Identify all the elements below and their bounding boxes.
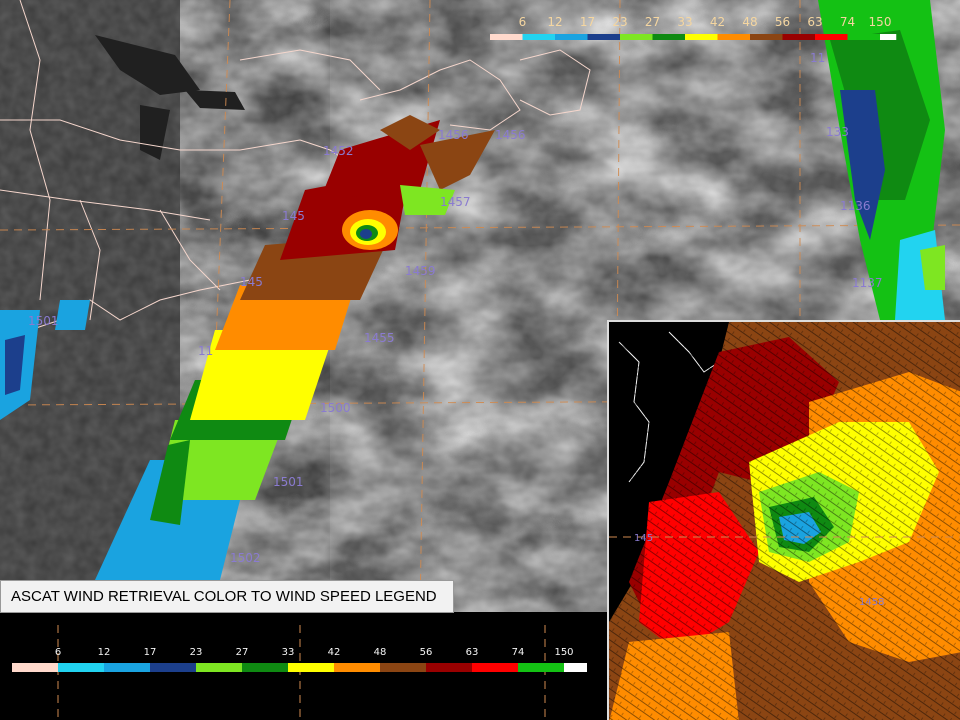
top-color-legend: 6 12 17 23 27 33 42 48 56 63 74 150 [490,15,897,40]
pressure-label: 1459 [405,264,436,278]
legend-title-box: ASCAT WIND RETRIEVAL COLOR TO WIND SPEED… [0,580,454,613]
pressure-label: 1501 [28,314,59,328]
legend-label: 23 [190,647,203,658]
pressure-label: 145 [240,275,263,289]
pressure-label: 145 [282,209,305,223]
legend-swatch [490,34,523,40]
legend-swatch [334,663,380,672]
legend-swatch [587,34,620,40]
legend-label: 33 [282,647,295,658]
legend-label: 48 [374,647,387,658]
legend-label: 23 [612,15,627,29]
legend-swatch [426,663,472,672]
legend-label: 74 [512,647,525,658]
legend-swatch [472,663,518,672]
legend-swatch [104,663,150,672]
legend-label: 27 [236,647,249,658]
legend-swatch [242,663,288,672]
legend-swatch [685,34,718,40]
pressure-label: 1137 [852,276,883,290]
pressure-label: 1500 [320,401,351,415]
legend-label: 150 [869,15,892,29]
legend-swatch-end [880,34,897,40]
legend-swatch [620,34,653,40]
legend-swatch [847,34,880,40]
legend-label: 74 [840,15,855,29]
legend-swatch [750,34,783,40]
legend-swatch [518,663,564,672]
legend-label: 33 [677,15,692,29]
legend-label: 17 [580,15,595,29]
legend-label: 27 [645,15,660,29]
pressure-label: 1501 [273,475,304,489]
legend-swatch [196,663,242,672]
legend-title: ASCAT WIND RETRIEVAL COLOR TO WIND SPEED… [11,588,437,605]
bottom-color-legend: 6 12 17 23 27 33 42 48 56 63 74 150 [12,647,587,672]
inset-wind-barbs: 145 1458 [609,322,960,720]
pressure-label: 133 [826,125,849,139]
legend-swatch [717,34,750,40]
ascat-swath-main [95,115,495,580]
legend-swatch [288,663,334,672]
legend-swatch [555,34,588,40]
legend-swatch [652,34,685,40]
legend-swatch [782,34,815,40]
legend-label: 63 [466,647,479,658]
legend-swatch [815,34,848,40]
legend-label: 42 [710,15,725,29]
pressure-label: 1136 [840,199,871,213]
legend-swatch [380,663,426,672]
legend-label: 42 [328,647,341,658]
pressure-labels: 1452 1456 1457 1456 145 1459 145 1455 15… [28,51,883,565]
legend-swatch [522,34,555,40]
pressure-label: 1456 [438,128,469,142]
inset-pressure-label: 145 [634,533,653,544]
pressure-label: 1452 [323,144,354,158]
legend-label: 12 [98,647,111,658]
bottom-legend-grid [57,625,546,720]
inset-pressure-label: 1458 [859,597,884,608]
legend-swatch [150,663,196,672]
inset-zoom-panel: 145 1458 [607,320,960,720]
pressure-label: 1455 [364,331,395,345]
legend-label: 12 [547,15,562,29]
lakes [95,35,245,160]
legend-swatch [58,663,104,672]
ascat-swath-west [0,300,90,420]
legend-label: 17 [144,647,157,658]
legend-swatch-end [564,663,587,672]
pressure-label: 11 [198,344,213,358]
legend-label: 63 [807,15,822,29]
legend-label: 56 [420,647,433,658]
pressure-label: 11 [810,51,825,65]
legend-label: 48 [742,15,757,29]
pressure-label: 1457 [440,195,471,209]
legend-label: 56 [775,15,790,29]
legend-label: 6 [55,647,61,658]
legend-label: 150 [554,647,573,658]
ascat-swath-east [818,0,945,320]
pressure-label: 1502 [230,551,261,565]
pressure-label: 1456 [495,128,526,142]
legend-swatch [12,663,58,672]
legend-label: 6 [519,15,527,29]
